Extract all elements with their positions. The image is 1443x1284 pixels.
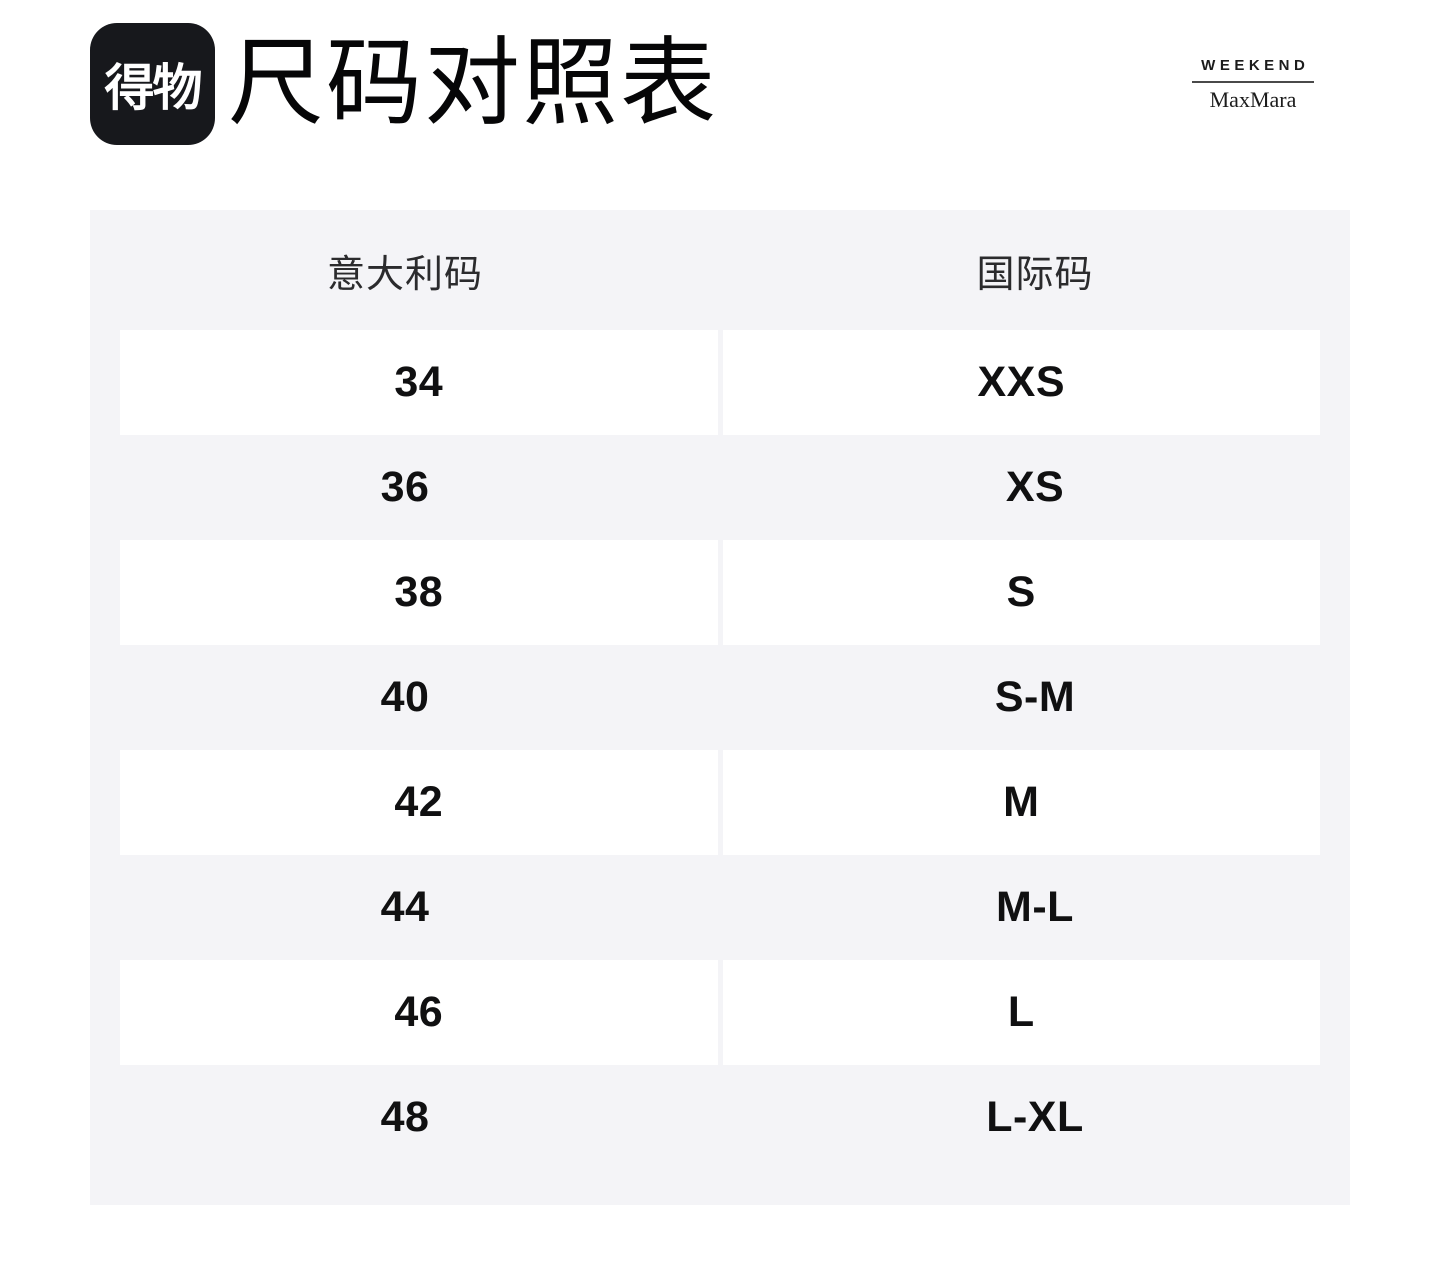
- column-header-italian-size: 意大利码: [326, 253, 483, 296]
- cell-international-size: M: [722, 750, 1320, 855]
- cell-italian-size: 44: [380, 883, 430, 931]
- cell-italian-size: 48: [380, 1093, 430, 1141]
- table-row: 34 XXS: [120, 330, 1320, 435]
- cell-international-size: XS: [1005, 463, 1065, 511]
- table-row: 46 L: [120, 960, 1320, 1065]
- cell-italian-size: 46: [120, 960, 718, 1065]
- cell-international-size: XXS: [722, 330, 1320, 435]
- cell-international-size: S-M: [994, 673, 1076, 721]
- brand-name-weekend: WEEKEND: [1201, 57, 1310, 74]
- column-header-international-size: 国际码: [976, 253, 1094, 296]
- table-header-row: 意大利码 国际码: [90, 210, 1350, 330]
- table-row: 36 XS: [90, 435, 1350, 540]
- cell-italian-size: 42: [120, 750, 718, 855]
- cell-international-size: L-XL: [986, 1093, 1084, 1141]
- cell-italian-size: 34: [120, 330, 718, 435]
- table-row: 48 L-XL: [90, 1065, 1350, 1170]
- cell-italian-size: 36: [380, 463, 430, 511]
- cell-international-size: L: [722, 960, 1320, 1065]
- cell-italian-size: 38: [120, 540, 718, 645]
- page-title: 尺码对照表: [228, 30, 718, 137]
- table-row: 42 M: [120, 750, 1320, 855]
- brand-logo: WEEKEND MaxMara: [1192, 57, 1314, 113]
- size-comparison-table: 意大利码 国际码 34 XXS 36 XS 38 S 40 S-M 42 M 4…: [90, 210, 1350, 1205]
- table-row: 40 S-M: [90, 645, 1350, 750]
- brand-divider: [1192, 81, 1314, 83]
- brand-name-maxmara: MaxMara: [1209, 87, 1297, 112]
- dewu-app-logo: 得物: [90, 23, 215, 145]
- dewu-logo-text: 得物: [104, 60, 203, 116]
- cell-international-size: M-L: [996, 883, 1074, 931]
- cell-international-size: S: [722, 540, 1320, 645]
- table-row: 38 S: [120, 540, 1320, 645]
- table-row: 44 M-L: [90, 855, 1350, 960]
- cell-italian-size: 40: [380, 673, 430, 721]
